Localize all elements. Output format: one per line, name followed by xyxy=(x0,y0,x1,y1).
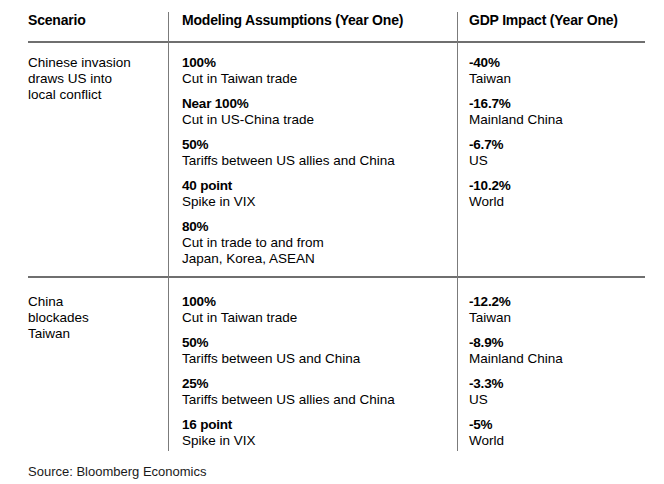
scenario-line: Taiwan xyxy=(28,326,160,342)
table-body: Chinese invasiondraws US intolocal confl… xyxy=(28,43,645,451)
impact-region: Mainland China xyxy=(469,351,645,367)
impact-region: Taiwan xyxy=(469,310,645,326)
impact-block: -3.3%US xyxy=(469,376,645,408)
scenario-line: China xyxy=(28,294,160,310)
scenario-row: ChinablockadesTaiwan100%Cut in Taiwan tr… xyxy=(28,276,645,451)
impact-value: -16.7% xyxy=(469,96,645,112)
scenario-label: Chinese invasiondraws US intolocal confl… xyxy=(28,55,168,267)
assumption-block: 16 pointSpike in VIX xyxy=(182,417,457,449)
impact-block: -5%World xyxy=(469,417,645,449)
impact-region: Mainland China xyxy=(469,112,645,128)
impact-region: World xyxy=(469,433,645,449)
assumption-value: 100% xyxy=(182,55,457,71)
header-modeling-assumptions: Modeling Assumptions (Year One) xyxy=(168,12,457,29)
scenario-row: Chinese invasiondraws US intolocal confl… xyxy=(28,43,645,276)
scenario-line: draws US into xyxy=(28,71,160,87)
assumptions-cell: 100%Cut in Taiwan trade50%Tariffs betwee… xyxy=(168,294,457,449)
scenario-line: local conflict xyxy=(28,87,160,103)
assumption-desc: Cut in Taiwan trade xyxy=(182,310,457,326)
header-gdp-impact: GDP Impact (Year One) xyxy=(457,12,645,29)
assumption-desc: Cut in Taiwan trade xyxy=(182,71,457,87)
assumption-value: 100% xyxy=(182,294,457,310)
assumption-value: Near 100% xyxy=(182,96,457,112)
assumption-value: 40 point xyxy=(182,178,457,194)
column-divider-1 xyxy=(168,12,169,451)
scenario-impact-table: Scenario Modeling Assumptions (Year One)… xyxy=(28,12,645,451)
assumption-desc: Cut in US-China trade xyxy=(182,112,457,128)
impact-region: Taiwan xyxy=(469,71,645,87)
assumption-block: Near 100%Cut in US-China trade xyxy=(182,96,457,128)
impact-block: -6.7%US xyxy=(469,137,645,169)
impact-block: -10.2%World xyxy=(469,178,645,210)
scenario-line: Chinese invasion xyxy=(28,55,160,71)
assumption-desc: Spike in VIX xyxy=(182,194,457,210)
column-divider-2 xyxy=(457,12,458,451)
assumption-block: 25%Tariffs between US allies and China xyxy=(182,376,457,408)
assumption-desc: Tariffs between US allies and China xyxy=(182,153,457,169)
assumption-value: 50% xyxy=(182,137,457,153)
impact-block: -16.7%Mainland China xyxy=(469,96,645,128)
impact-value: -40% xyxy=(469,55,645,71)
impact-value: -8.9% xyxy=(469,335,645,351)
scenario-line: blockades xyxy=(28,310,160,326)
assumption-desc: Tariffs between US and China xyxy=(182,351,457,367)
assumption-value: 80% xyxy=(182,219,457,235)
impact-block: -40%Taiwan xyxy=(469,55,645,87)
assumption-block: 80%Cut in trade to and fromJapan, Korea,… xyxy=(182,219,457,267)
assumption-desc: Spike in VIX xyxy=(182,433,457,449)
impact-value: -12.2% xyxy=(469,294,645,310)
table-header-row: Scenario Modeling Assumptions (Year One)… xyxy=(28,12,645,43)
assumption-desc: Tariffs between US allies and China xyxy=(182,392,457,408)
impact-region: US xyxy=(469,153,645,169)
assumption-block: 50%Tariffs between US allies and China xyxy=(182,137,457,169)
assumption-value: 50% xyxy=(182,335,457,351)
source-note: Source: Bloomberg Economics xyxy=(28,464,664,480)
assumption-block: 50%Tariffs between US and China xyxy=(182,335,457,367)
impacts-cell: -40%Taiwan -16.7%Mainland China -6.7%US -10… xyxy=(457,55,645,267)
impact-region: US xyxy=(469,392,645,408)
assumption-value: 16 point xyxy=(182,417,457,433)
impact-value: -3.3% xyxy=(469,376,645,392)
assumption-block: 100%Cut in Taiwan trade xyxy=(182,294,457,326)
impact-block: -8.9%Mainland China xyxy=(469,335,645,367)
assumption-value: 25% xyxy=(182,376,457,392)
header-scenario: Scenario xyxy=(28,12,168,29)
assumption-desc: Cut in trade to and from xyxy=(182,235,457,251)
impact-value: -10.2% xyxy=(469,178,645,194)
impact-block: -12.2%Taiwan xyxy=(469,294,645,326)
assumption-block: 40 pointSpike in VIX xyxy=(182,178,457,210)
assumption-block: 100%Cut in Taiwan trade xyxy=(182,55,457,87)
assumption-desc: Japan, Korea, ASEAN xyxy=(182,251,457,267)
impacts-cell: -12.2%Taiwan -8.9%Mainland China -3.3%US -5… xyxy=(457,294,645,449)
assumptions-cell: 100%Cut in Taiwan trade Near 100%Cut in U… xyxy=(168,55,457,267)
impact-value: -6.7% xyxy=(469,137,645,153)
impact-value: -5% xyxy=(469,417,645,433)
impact-region: World xyxy=(469,194,645,210)
scenario-label: ChinablockadesTaiwan xyxy=(28,294,168,449)
